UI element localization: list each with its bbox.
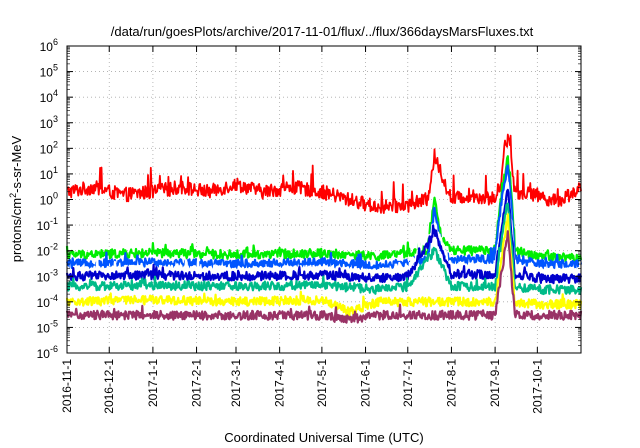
y-tick-base: 10 xyxy=(37,219,51,233)
y-tick-exponent: -6 xyxy=(50,344,58,354)
x-tick-label: 2017-3-1 xyxy=(229,359,243,407)
series-line-7 xyxy=(65,230,583,324)
x-tick-label: 2017-9-1 xyxy=(488,359,502,407)
y-tick-exponent: 5 xyxy=(53,63,58,73)
y-tick-base: 10 xyxy=(40,40,54,54)
y-tick-exponent: 0 xyxy=(53,191,58,201)
x-tick-label: 2017-4-1 xyxy=(273,359,287,407)
y-tick-exponent: 2 xyxy=(53,139,58,149)
x-tick-label: 2017-6-1 xyxy=(359,359,373,407)
y-tick-exponent: -5 xyxy=(50,318,58,328)
x-tick-label: 2016-12-1 xyxy=(102,359,116,414)
y-axis-label-rest: -s-sr-MeV xyxy=(9,135,24,192)
x-tick-label: 2017-2-1 xyxy=(190,359,204,407)
series-line-0 xyxy=(66,133,582,215)
y-axis-label-main: protons/cm xyxy=(9,198,24,262)
y-tick-base: 10 xyxy=(37,270,51,284)
y-tick-exponent: -3 xyxy=(50,267,58,277)
y-tick-base: 10 xyxy=(40,194,54,208)
y-tick-label: 103 xyxy=(40,114,58,131)
y-tick-label: 10-2 xyxy=(37,242,58,259)
y-tick-label: 10-4 xyxy=(37,293,58,310)
y-tick-label: 10-3 xyxy=(37,267,58,284)
y-tick-base: 10 xyxy=(40,66,54,80)
y-tick-label: 100 xyxy=(40,191,58,208)
y-tick-label: 106 xyxy=(40,37,58,54)
series-line-2 xyxy=(65,164,583,271)
x-tick-label: 2017-7-1 xyxy=(401,359,415,407)
series-line-5 xyxy=(66,202,583,296)
y-tick-base: 10 xyxy=(37,347,51,361)
y-axis-label: protons/cm2-s-sr-MeV xyxy=(8,135,24,262)
x-tick-label: 2017-10-1 xyxy=(530,359,544,414)
y-tick-exponent: 1 xyxy=(53,165,58,175)
x-tick-label: 2017-8-1 xyxy=(444,359,458,407)
y-tick-label: 101 xyxy=(40,165,58,182)
y-tick-label: 10-6 xyxy=(37,344,58,361)
y-tick-exponent: 6 xyxy=(53,37,58,47)
y-tick-exponent: 4 xyxy=(53,88,58,98)
y-tick-exponent: -2 xyxy=(50,242,58,252)
y-tick-exponent: -1 xyxy=(50,216,58,226)
y-tick-label: 104 xyxy=(40,88,58,105)
x-tick-label: 2016-11-1 xyxy=(60,359,74,413)
y-axis-label-sup: 2 xyxy=(8,193,18,198)
chart-title: /data/run/goesPlots/archive/2017-11-01/f… xyxy=(111,24,534,39)
y-tick-base: 10 xyxy=(40,117,54,131)
grid-lines xyxy=(66,45,581,354)
axis-ticks: 10610510410310210110010-110-210-310-410-… xyxy=(37,37,581,414)
y-tick-base: 10 xyxy=(37,296,51,310)
y-tick-label: 102 xyxy=(40,139,58,156)
x-tick-label: 2017-5-1 xyxy=(315,359,329,407)
y-tick-base: 10 xyxy=(40,168,54,182)
y-tick-base: 10 xyxy=(37,321,51,335)
y-tick-base: 10 xyxy=(37,245,51,259)
x-axis-label: Coordinated Universal Time (UTC) xyxy=(224,430,423,445)
y-tick-label: 10-1 xyxy=(37,216,58,233)
data-series xyxy=(65,133,583,324)
y-tick-base: 10 xyxy=(40,91,54,105)
y-tick-base: 10 xyxy=(40,142,54,156)
series-line-6 xyxy=(65,213,583,318)
series-line-4 xyxy=(65,188,583,285)
x-tick-label: 2017-1-1 xyxy=(146,359,160,407)
y-tick-exponent: -4 xyxy=(50,293,58,303)
y-tick-label: 10-5 xyxy=(37,318,58,335)
y-tick-exponent: 3 xyxy=(53,114,58,124)
y-tick-label: 105 xyxy=(40,63,58,80)
